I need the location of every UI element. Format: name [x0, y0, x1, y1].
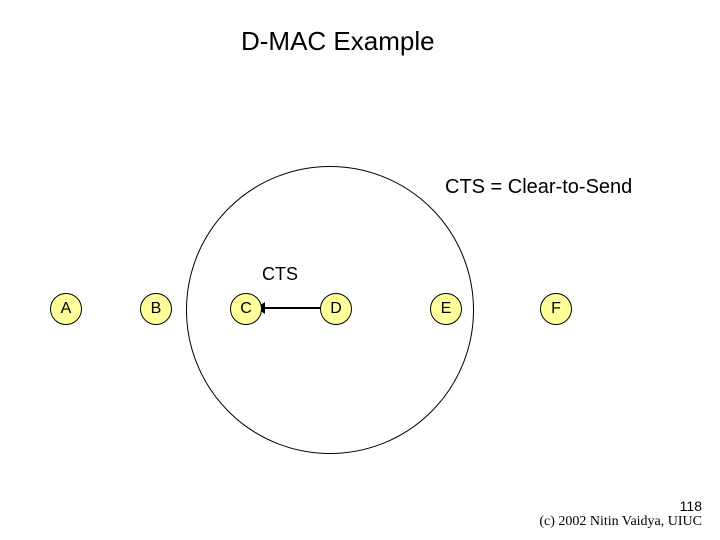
node-f: F: [540, 293, 572, 325]
node-f-label: F: [551, 300, 561, 318]
cts-arrow-shaft: [262, 307, 322, 309]
cts-arrow-label: CTS: [262, 264, 298, 285]
node-b-label: B: [151, 300, 162, 318]
node-c-label: C: [240, 300, 252, 318]
page-number: 118: [680, 498, 702, 514]
node-b-circle: B: [140, 293, 172, 325]
node-c: C: [230, 293, 262, 325]
node-a-label: A: [61, 300, 72, 318]
copyright-text: (c) 2002 Nitin Vaidya, UIUC: [539, 514, 702, 530]
node-e-circle: E: [430, 293, 462, 325]
node-b: B: [140, 293, 172, 325]
node-e: E: [430, 293, 462, 325]
node-c-circle: C: [230, 293, 262, 325]
node-e-label: E: [441, 300, 452, 318]
cts-definition-text: CTS = Clear-to-Send: [445, 176, 632, 199]
node-a: A: [50, 293, 82, 325]
node-d-circle: D: [320, 293, 352, 325]
slide-title: D-MAC Example: [241, 26, 435, 57]
node-d-label: D: [330, 300, 342, 318]
node-d: D: [320, 293, 352, 325]
node-a-circle: A: [50, 293, 82, 325]
node-f-circle: F: [540, 293, 572, 325]
